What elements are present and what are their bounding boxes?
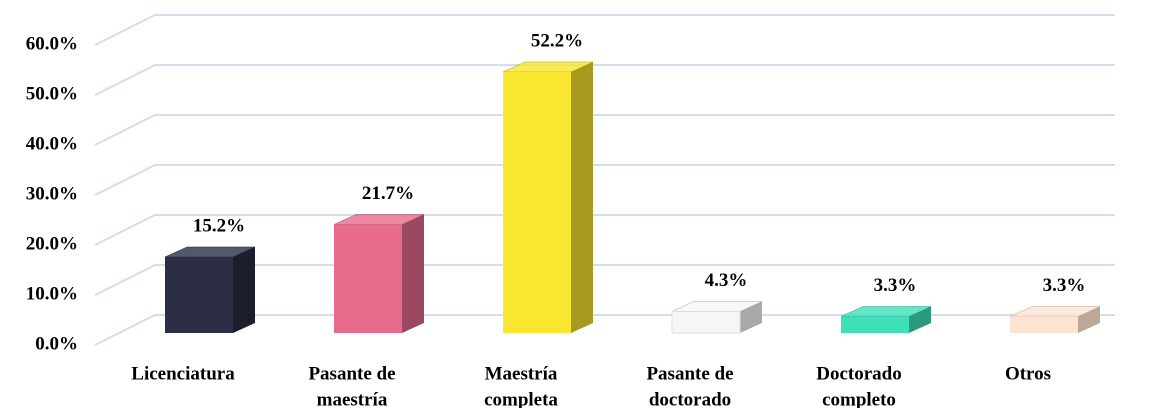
bar-side — [402, 214, 424, 333]
bar — [841, 316, 909, 333]
bar — [334, 224, 402, 333]
grid-line — [94, 14, 1115, 46]
value-label: 4.3% — [705, 270, 748, 291]
bar — [503, 72, 571, 333]
x-tick-label: maestría — [317, 389, 388, 408]
value-label: 52.2% — [531, 30, 583, 51]
value-label: 15.2% — [193, 215, 245, 236]
bar — [165, 257, 233, 333]
grid-line — [94, 64, 1115, 96]
x-tick-label: Otros — [1005, 363, 1051, 384]
y-tick-label: 10.0% — [26, 283, 78, 304]
y-tick-label: 30.0% — [26, 183, 78, 204]
y-tick-label: 50.0% — [26, 83, 78, 104]
bar-side — [571, 62, 593, 333]
grid-line — [94, 314, 1115, 346]
bar — [1010, 316, 1078, 333]
y-tick-label: 40.0% — [26, 133, 78, 154]
bar-side — [1078, 306, 1100, 333]
x-tick-label: doctorado — [649, 389, 731, 408]
y-tick-label: 20.0% — [26, 233, 78, 254]
grid-line — [94, 264, 1115, 296]
bar-side — [740, 301, 762, 333]
x-tick-label: completa — [484, 389, 558, 408]
bar-side — [233, 247, 255, 333]
x-tick-label: Maestría — [485, 363, 558, 384]
bar — [671, 311, 741, 334]
bar-side — [909, 306, 931, 333]
x-tick-label: Pasante de — [646, 363, 733, 384]
y-tick-label: 60.0% — [26, 33, 78, 54]
x-tick-label: Doctorado — [816, 363, 901, 384]
x-tick-label: Licenciatura — [131, 363, 235, 384]
y-tick-label: 0.0% — [35, 333, 78, 354]
value-label: 3.3% — [874, 275, 917, 296]
value-label: 3.3% — [1043, 275, 1086, 296]
x-tick-label: Pasante de — [308, 363, 395, 384]
grid-line — [94, 164, 1115, 196]
value-label: 21.7% — [362, 183, 414, 204]
x-tick-label: completo — [822, 389, 896, 408]
grid-line — [94, 114, 1115, 146]
grid-line — [94, 214, 1115, 246]
